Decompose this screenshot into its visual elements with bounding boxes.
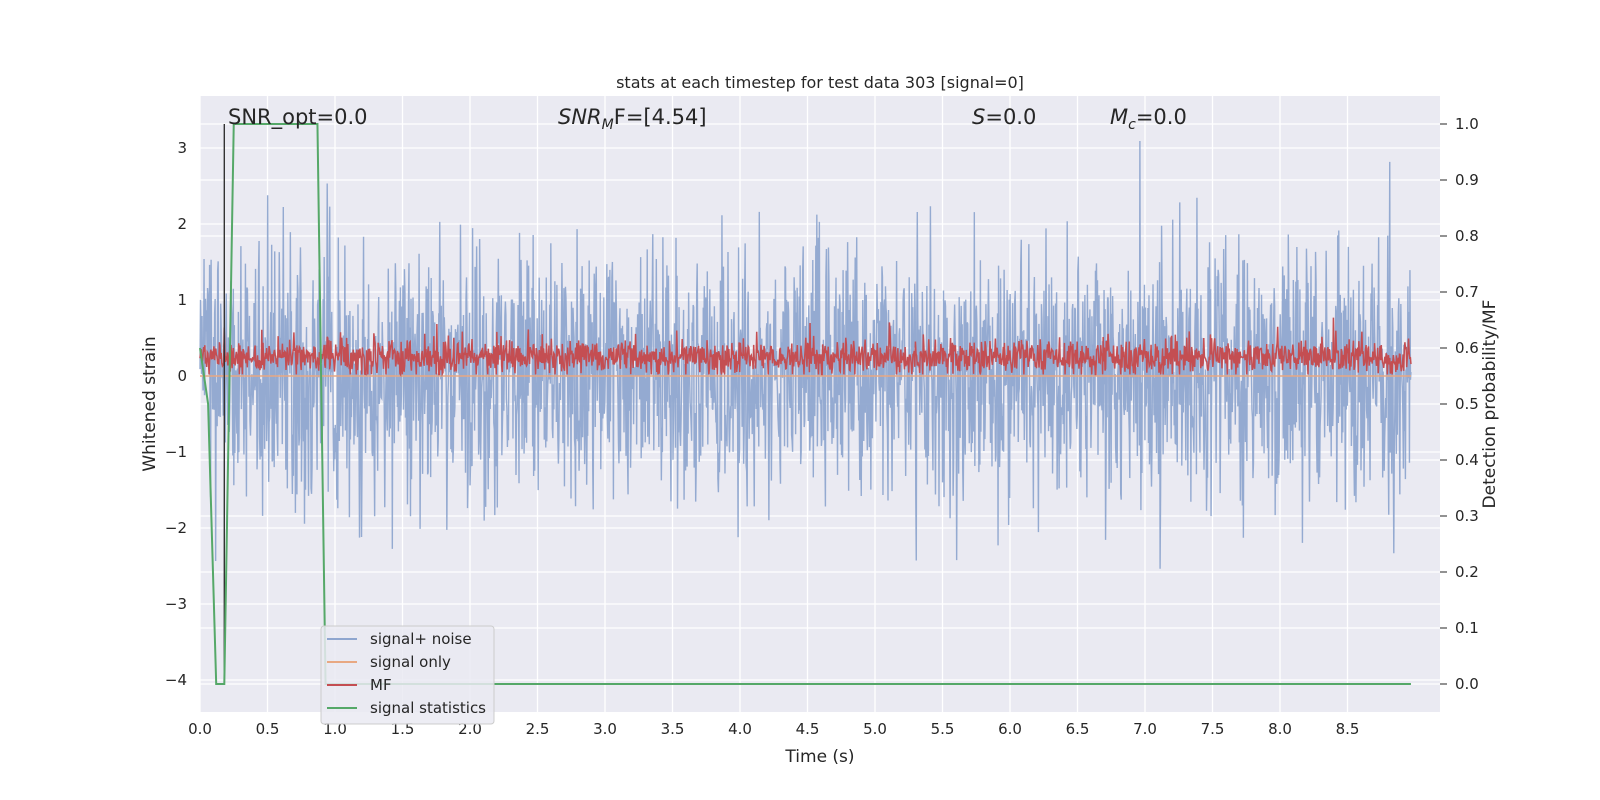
y2-tick-label: 0.0 (1455, 675, 1479, 693)
x-tick-label: 8.0 (1268, 720, 1292, 738)
annotation-snr-mf-sub: M (602, 117, 614, 133)
legend: signal+ noise signal only MF signal stat… (320, 625, 495, 725)
chart-title: stats at each timestep for test data 303… (616, 73, 1024, 92)
y2-tick-label: 0.2 (1455, 563, 1479, 581)
legend-label-signal-noise: signal+ noise (370, 630, 472, 648)
annotation-mc-sub: c (1128, 117, 1136, 133)
annotation-s-rest: =0.0 (985, 105, 1036, 129)
y2-tick-label: 0.5 (1455, 395, 1479, 413)
y-axis-label: Whitened strain (140, 336, 160, 471)
y-tick-label: −1 (165, 443, 187, 461)
legend-box (320, 625, 495, 725)
annotation-s-main: S (972, 105, 985, 129)
y-tick-label: 2 (177, 215, 187, 233)
x-tick-label: 0.0 (188, 720, 212, 738)
annotation-snr-mf: SNRMF=[4.54] (558, 105, 707, 133)
annotation-mc-rest: =0.0 (1136, 105, 1187, 129)
legend-label-signal-only: signal only (370, 653, 451, 671)
y-tick-label: −4 (165, 671, 187, 689)
annotation-snr-mf-rest: F=[4.54] (614, 105, 707, 129)
y-tick-label: −2 (165, 519, 187, 537)
x-tick-label: 3.5 (661, 720, 685, 738)
y-tick-label: −3 (165, 595, 187, 613)
x-tick-label: 0.5 (256, 720, 280, 738)
x-tick-label: 5.5 (931, 720, 955, 738)
y2-tick-label: 0.8 (1455, 227, 1479, 245)
annotation-mc-main: M (1110, 105, 1128, 129)
y2-tick-label: 1.0 (1455, 115, 1479, 133)
x-tick-label: 8.5 (1336, 720, 1360, 738)
y2-tick-label: 0.4 (1455, 451, 1479, 469)
y2-tick-label: 0.1 (1455, 619, 1479, 637)
legend-label-signal-statistics: signal statistics (370, 699, 486, 717)
x-tick-label: 3.0 (593, 720, 617, 738)
y2-tick-label: 0.7 (1455, 283, 1479, 301)
x-tick-label: 4.5 (796, 720, 820, 738)
y2-tick-label: 0.9 (1455, 171, 1479, 189)
y-tick-label: 1 (177, 291, 187, 309)
y-tick-label: 3 (177, 139, 187, 157)
series-mf (199, 317, 1412, 378)
annotation-mc: Mc=0.0 (1110, 105, 1187, 133)
x-tick-label: 4.0 (728, 720, 752, 738)
x-tick-label: 6.0 (998, 720, 1022, 738)
annotation-s: S=0.0 (972, 105, 1036, 129)
x-axis-label: Time (s) (784, 747, 854, 767)
y-tick-label: 0 (177, 367, 187, 385)
x-tick-label: 5.0 (863, 720, 887, 738)
annotation-snr-opt: SNR_opt=0.0 (228, 105, 368, 130)
x-tick-label: 7.5 (1201, 720, 1225, 738)
legend-label-mf: MF (370, 676, 392, 694)
y2-tick-label: 0.3 (1455, 507, 1479, 525)
y2-tick-label: 0.6 (1455, 339, 1479, 357)
x-tick-label: 2.5 (526, 720, 550, 738)
annotation-snr-mf-main: SNR (558, 105, 602, 129)
series-signal-noise (199, 141, 1412, 569)
x-tick-label: 6.5 (1066, 720, 1090, 738)
x-tick-label: 7.0 (1133, 720, 1157, 738)
y2-axis-label: Detection probability/MF (1480, 300, 1500, 509)
